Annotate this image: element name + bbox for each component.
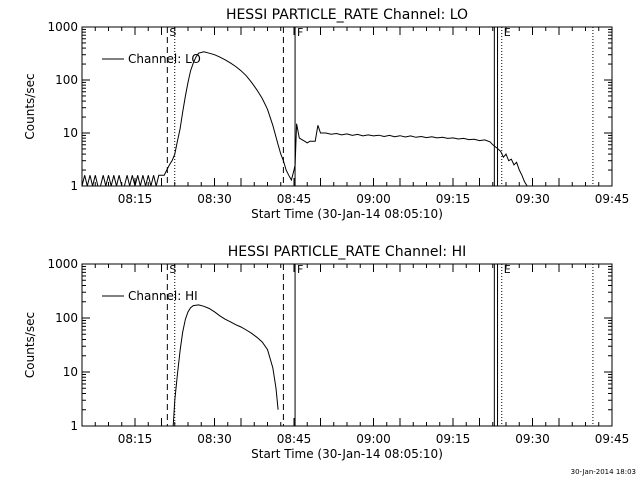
y-tick-label: 1000 xyxy=(47,257,78,271)
time-marker-label: E xyxy=(504,26,511,39)
x-axis-label-lo: Start Time (30-Jan-14 08:05:10) xyxy=(251,207,443,221)
x-tick-label: 09:15 xyxy=(436,432,471,446)
x-tick-label: 09:45 xyxy=(595,432,630,446)
time-marker-label: S xyxy=(169,263,176,276)
y-axis-label-hi: Counts/sec xyxy=(23,312,37,378)
y-tick-label: 100 xyxy=(55,311,78,325)
y-tick-label: 1 xyxy=(70,179,78,193)
data-series-lo xyxy=(81,51,528,187)
y-axis-label-lo: Counts/sec xyxy=(23,73,37,139)
time-marker-label: S xyxy=(169,26,176,39)
x-tick-label: 08:15 xyxy=(118,432,153,446)
x-tick-label: 08:30 xyxy=(197,192,232,206)
x-tick-label: 09:45 xyxy=(595,192,630,206)
x-tick-label: 09:00 xyxy=(356,432,391,446)
y-tick-label: 10 xyxy=(63,365,78,379)
time-marker-label: F xyxy=(297,263,303,276)
legend-label-lo: Channel: LO xyxy=(128,52,201,66)
y-tick-label: 10 xyxy=(63,126,78,140)
x-tick-label: 09:30 xyxy=(515,432,550,446)
x-axis-label-hi: Start Time (30-Jan-14 08:05:10) xyxy=(251,447,443,461)
x-tick-label: 09:15 xyxy=(436,192,471,206)
chart-title-lo: HESSI PARTICLE_RATE Channel: LO xyxy=(226,7,468,23)
chart-panel-hi: HESSI PARTICLE_RATE Channel: HI 08:15 08:3… xyxy=(23,244,629,461)
data-series-hi xyxy=(172,304,279,427)
legend-label-hi: Channel: HI xyxy=(128,289,198,303)
chart-title-hi: HESSI PARTICLE_RATE Channel: HI xyxy=(228,244,466,260)
x-tick-label: 08:15 xyxy=(118,192,153,206)
y-tick-label: 1000 xyxy=(47,20,78,34)
x-tick-label: 08:45 xyxy=(277,192,312,206)
y-tick-label: 100 xyxy=(55,73,78,87)
time-marker-label: F xyxy=(297,26,303,39)
plot-frame-lo xyxy=(81,26,613,187)
x-tick-label: 08:45 xyxy=(277,432,312,446)
x-tick-label: 09:30 xyxy=(515,192,550,206)
y-tick-label: 1 xyxy=(70,419,78,433)
x-tick-label: 08:30 xyxy=(197,432,232,446)
chart-panel-lo: HESSI PARTICLE_RATE Channel: LO 08:15 08:3… xyxy=(23,7,629,221)
footer-timestamp: 30-Jan-2014 18:03 xyxy=(571,468,636,476)
time-marker-label: E xyxy=(504,263,511,276)
x-tick-label: 09:00 xyxy=(356,192,391,206)
